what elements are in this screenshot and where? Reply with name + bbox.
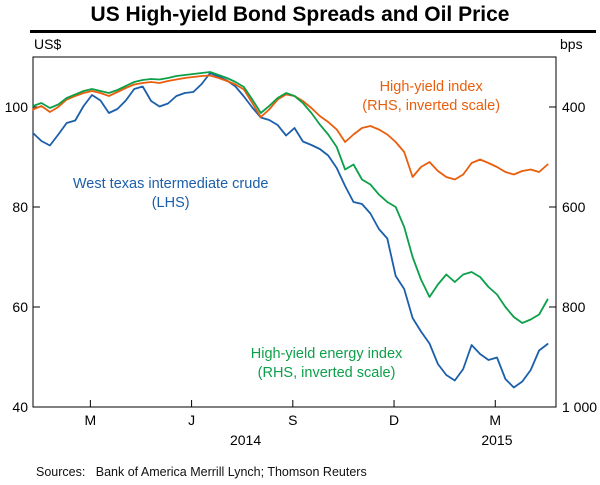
x-axis-month-label: D (389, 412, 399, 428)
chart-title: US High-yield Bond Spreads and Oil Price (90, 3, 510, 26)
series-line-2 (32, 71, 549, 324)
x-axis-month-label: M (489, 412, 501, 428)
right-axis-label: 400 (562, 99, 586, 115)
right-axis-unit: bps (560, 36, 583, 52)
left-axis-label: 60 (12, 299, 28, 315)
series-line-0 (32, 72, 549, 389)
x-axis-year-label: 2015 (481, 432, 512, 448)
series-annotation-2: (RHS, inverted scale) (258, 365, 396, 381)
x-axis-year-label: 2014 (230, 432, 261, 448)
title-underline (30, 30, 596, 33)
plot-border (32, 56, 557, 408)
series-annotation-0: (RHS, inverted scale) (362, 98, 500, 114)
series-annotation-1: (LHS) (152, 195, 190, 211)
source-note: Sources: Bank of America Merrill Lynch; … (36, 465, 367, 479)
left-axis-label: 100 (5, 99, 29, 115)
left-axis-label: 80 (12, 199, 28, 215)
right-axis-label: 600 (562, 199, 586, 215)
series-annotation-1: West texas intermediate crude (73, 176, 269, 192)
right-axis-label: 1 000 (562, 399, 597, 415)
left-axis-label: 40 (12, 399, 28, 415)
x-axis-month-label: S (288, 412, 297, 428)
chart-plot: US$ bps 100 80 60 40 400 600 800 1 000 M J S D M 2014 20… (5, 36, 598, 448)
x-axis-month-label: M (85, 412, 97, 428)
x-axis-month-label: J (188, 412, 195, 428)
right-axis-label: 800 (562, 299, 586, 315)
series-annotation-2: High-yield energy index (251, 346, 403, 362)
series-annotation-0: High-yield index (380, 79, 484, 95)
left-axis-unit: US$ (34, 36, 61, 52)
